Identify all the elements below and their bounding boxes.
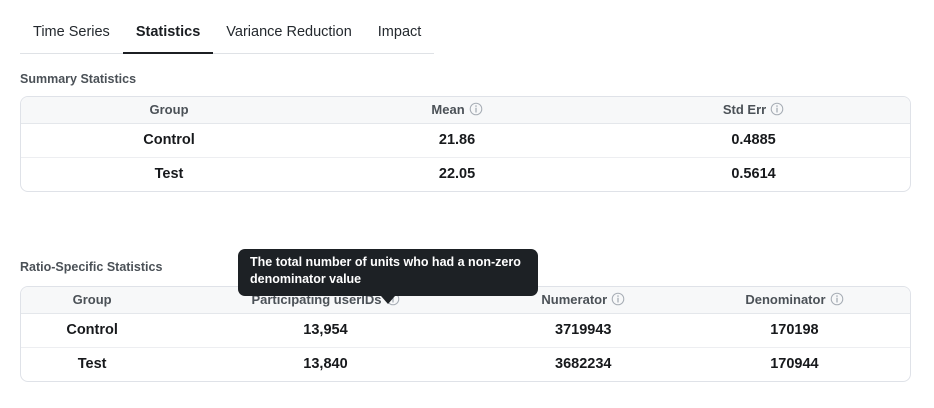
column-header-label: Group <box>72 292 112 308</box>
section-title-ratio-specific-statistics: Ratio-Specific Statistics <box>20 260 163 274</box>
tooltip: The total number of units who had a non-… <box>238 249 538 304</box>
summary-statistics-table: Group Mean Std Err Control 21.86 0.4885 … <box>20 96 911 192</box>
cell-participating-userids: 13,954 <box>303 322 348 338</box>
std-err-info-icon[interactable] <box>770 102 784 116</box>
mean-info-icon[interactable] <box>469 102 483 116</box>
section-title-summary-statistics: Summary Statistics <box>20 72 137 86</box>
cell-group: Control <box>66 322 118 338</box>
table-row-control: Control 21.86 0.4885 <box>21 123 910 157</box>
column-header-label: Numerator <box>541 292 608 308</box>
tab-bar: Time Series Statistics Variance Reductio… <box>20 18 435 54</box>
tab-impact[interactable]: Impact <box>377 24 422 40</box>
column-header-label: Mean <box>431 102 465 118</box>
cell-mean: 21.86 <box>438 132 476 148</box>
cell-group: Test <box>21 156 318 191</box>
cell-numerator: 3682234 <box>487 346 679 381</box>
cell-std-err: 0.5614 <box>597 156 910 191</box>
column-header-label: Participating userIDs <box>251 292 382 308</box>
column-header-label: Std Err <box>722 102 767 118</box>
cell-denominator: 170198 <box>770 322 819 338</box>
tab-statistics[interactable]: Statistics <box>122 18 214 54</box>
column-header-label: Denominator <box>745 292 826 308</box>
cell-std-err: 0.4885 <box>731 132 776 148</box>
tooltip-arrow <box>381 295 395 304</box>
numerator-info-icon[interactable] <box>611 292 625 306</box>
column-header-std-err: Std Err <box>597 97 910 124</box>
denominator-info-icon[interactable] <box>830 292 844 306</box>
table-row-test: Test 22.05 0.5614 <box>21 156 910 191</box>
column-header-group: Group <box>21 287 164 314</box>
ratio-specific-statistics-table: Group Participating userIDs Numerator De… <box>20 286 911 382</box>
column-header-label: Group <box>149 102 189 118</box>
table-row-control: Control 13,954 3719943 170198 <box>21 313 910 347</box>
tab-variance-reduction[interactable]: Variance Reduction <box>226 24 352 40</box>
table-row-test: Test 13,840 3682234 170944 <box>21 346 910 381</box>
column-header-mean: Mean <box>317 97 598 124</box>
column-header-denominator: Denominator <box>678 287 910 314</box>
tab-time-series[interactable]: Time Series <box>33 24 110 40</box>
cell-numerator: 3719943 <box>555 322 612 338</box>
cell-mean: 22.05 <box>317 156 598 191</box>
cell-group: Test <box>21 346 164 381</box>
column-header-group: Group <box>21 97 318 124</box>
cell-participating-userids: 13,840 <box>163 346 488 381</box>
cell-group: Control <box>143 132 195 148</box>
table-header-row: Group Mean Std Err <box>21 97 910 124</box>
tooltip-text: The total number of units who had a non-… <box>250 255 521 287</box>
cell-denominator: 170944 <box>678 346 910 381</box>
